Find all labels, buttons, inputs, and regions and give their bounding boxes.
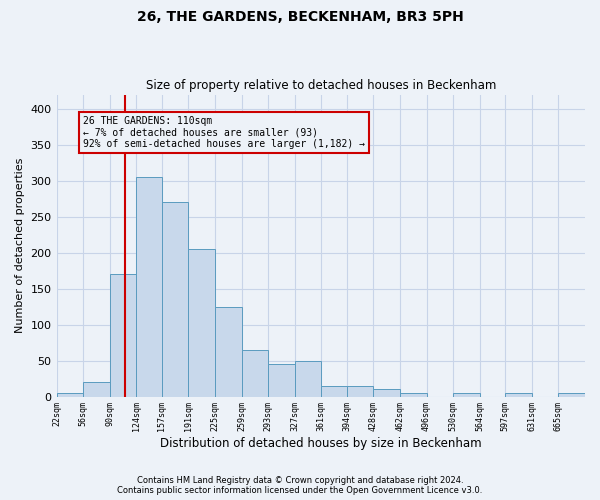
Bar bbox=[321, 386, 347, 396]
Bar bbox=[347, 386, 373, 396]
Text: Contains HM Land Registry data © Crown copyright and database right 2024.
Contai: Contains HM Land Registry data © Crown c… bbox=[118, 476, 482, 495]
Bar bbox=[295, 360, 321, 396]
Bar bbox=[110, 274, 136, 396]
Title: Size of property relative to detached houses in Beckenham: Size of property relative to detached ho… bbox=[146, 79, 496, 92]
Text: 26, THE GARDENS, BECKENHAM, BR3 5PH: 26, THE GARDENS, BECKENHAM, BR3 5PH bbox=[137, 10, 463, 24]
Bar bbox=[505, 393, 532, 396]
Text: 26 THE GARDENS: 110sqm
← 7% of detached houses are smaller (93)
92% of semi-deta: 26 THE GARDENS: 110sqm ← 7% of detached … bbox=[83, 116, 365, 150]
Bar bbox=[83, 382, 110, 396]
Bar bbox=[400, 393, 427, 396]
Bar bbox=[188, 249, 215, 396]
Bar bbox=[215, 306, 242, 396]
Bar bbox=[136, 178, 162, 396]
Y-axis label: Number of detached properties: Number of detached properties bbox=[15, 158, 25, 334]
Bar bbox=[242, 350, 268, 397]
Bar bbox=[162, 202, 188, 396]
Bar bbox=[373, 390, 400, 396]
Bar bbox=[559, 393, 585, 396]
Bar bbox=[268, 364, 295, 396]
X-axis label: Distribution of detached houses by size in Beckenham: Distribution of detached houses by size … bbox=[160, 437, 482, 450]
Bar bbox=[56, 393, 83, 396]
Bar bbox=[453, 393, 479, 396]
